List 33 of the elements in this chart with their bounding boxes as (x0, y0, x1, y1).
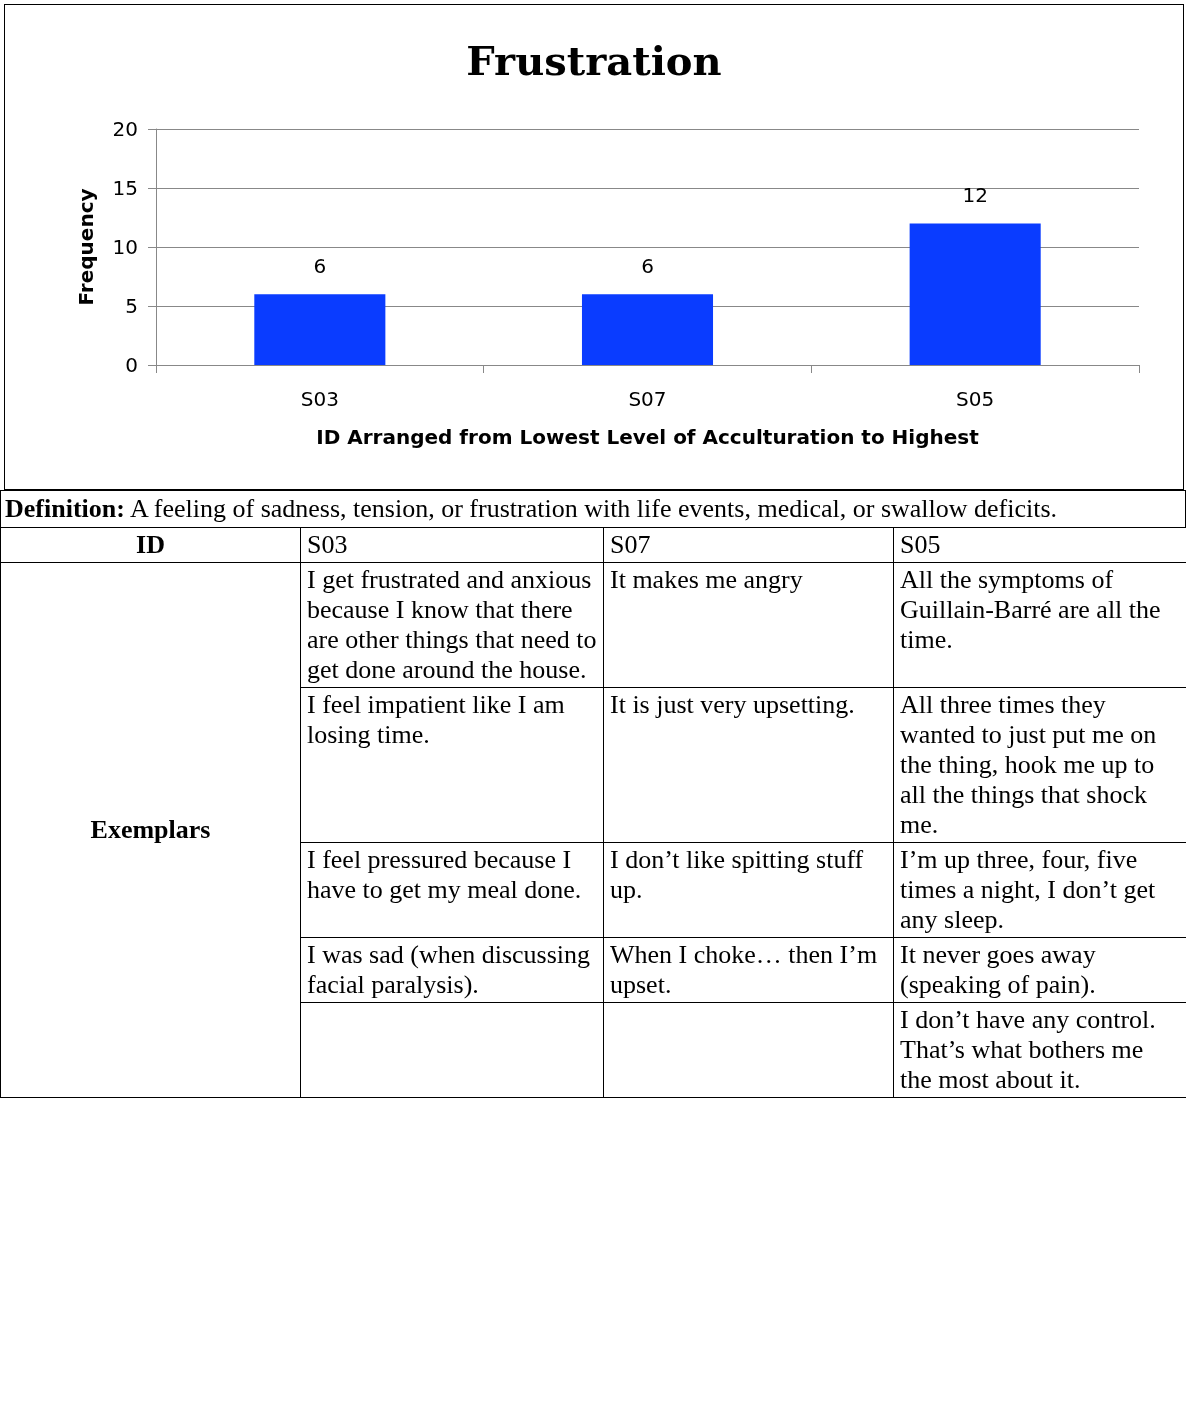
text: Definition: A feeling of sadness, tension, or frustration with life events, medical, or swallow deficits. (0, 490, 1186, 527)
text: I don’t have any control. That’s what bothers me the most about it. (900, 1005, 1156, 1094)
text: I feel pressured because I have to get my meal done. (307, 845, 582, 904)
y-tick-label: 0 (125, 353, 138, 377)
text: I get frustrated and anxious because I know that there are other things that need to get done around the house. (307, 565, 597, 684)
text: All the symptoms of Guillain-Barré are all the time. (900, 565, 1161, 654)
category-label: S07 (603, 527, 894, 563)
y-tick-label: 15 (112, 176, 138, 200)
text: I was sad (when discussing facial paralysis). (307, 940, 591, 999)
y-axis-title: Frequency (74, 188, 98, 306)
text: It is just very upsetting. (610, 690, 855, 719)
x-axis-title: ID Arranged from Lowest Level of Acculturation to Highest (316, 425, 980, 449)
x-tick-label: S07 (628, 387, 667, 411)
category-label: S03 (300, 527, 604, 563)
text: Exemplars (90, 815, 211, 844)
y-tick-label: 20 (112, 117, 138, 141)
text: It makes me angry (610, 565, 803, 594)
x-tick-label: S03 (300, 387, 339, 411)
y-tick-label: 5 (125, 294, 138, 318)
text: ID (136, 530, 165, 559)
data-label: 6 (641, 254, 654, 279)
data-label: 6 (313, 254, 327, 279)
text: When I choke… then I’m upset. (610, 940, 878, 999)
text: All three times they wanted to just put me on the thing, hook me up to all the things that shock me. (900, 690, 1157, 839)
x-tick-label: S05 (956, 387, 995, 411)
chart-title: Frustration (466, 36, 722, 84)
text: I’m up three, four, five times a night, I don’t get any sleep. (900, 845, 1156, 934)
data-label: 12 (962, 183, 988, 208)
category-label: S05 (893, 527, 1186, 563)
text: It never goes away (speaking of pain). (900, 940, 1096, 999)
y-tick-label: 10 (112, 235, 138, 259)
text: I feel impatient like I am losing time. (307, 690, 565, 749)
text: I don’t like spitting stuff up. (610, 845, 864, 904)
